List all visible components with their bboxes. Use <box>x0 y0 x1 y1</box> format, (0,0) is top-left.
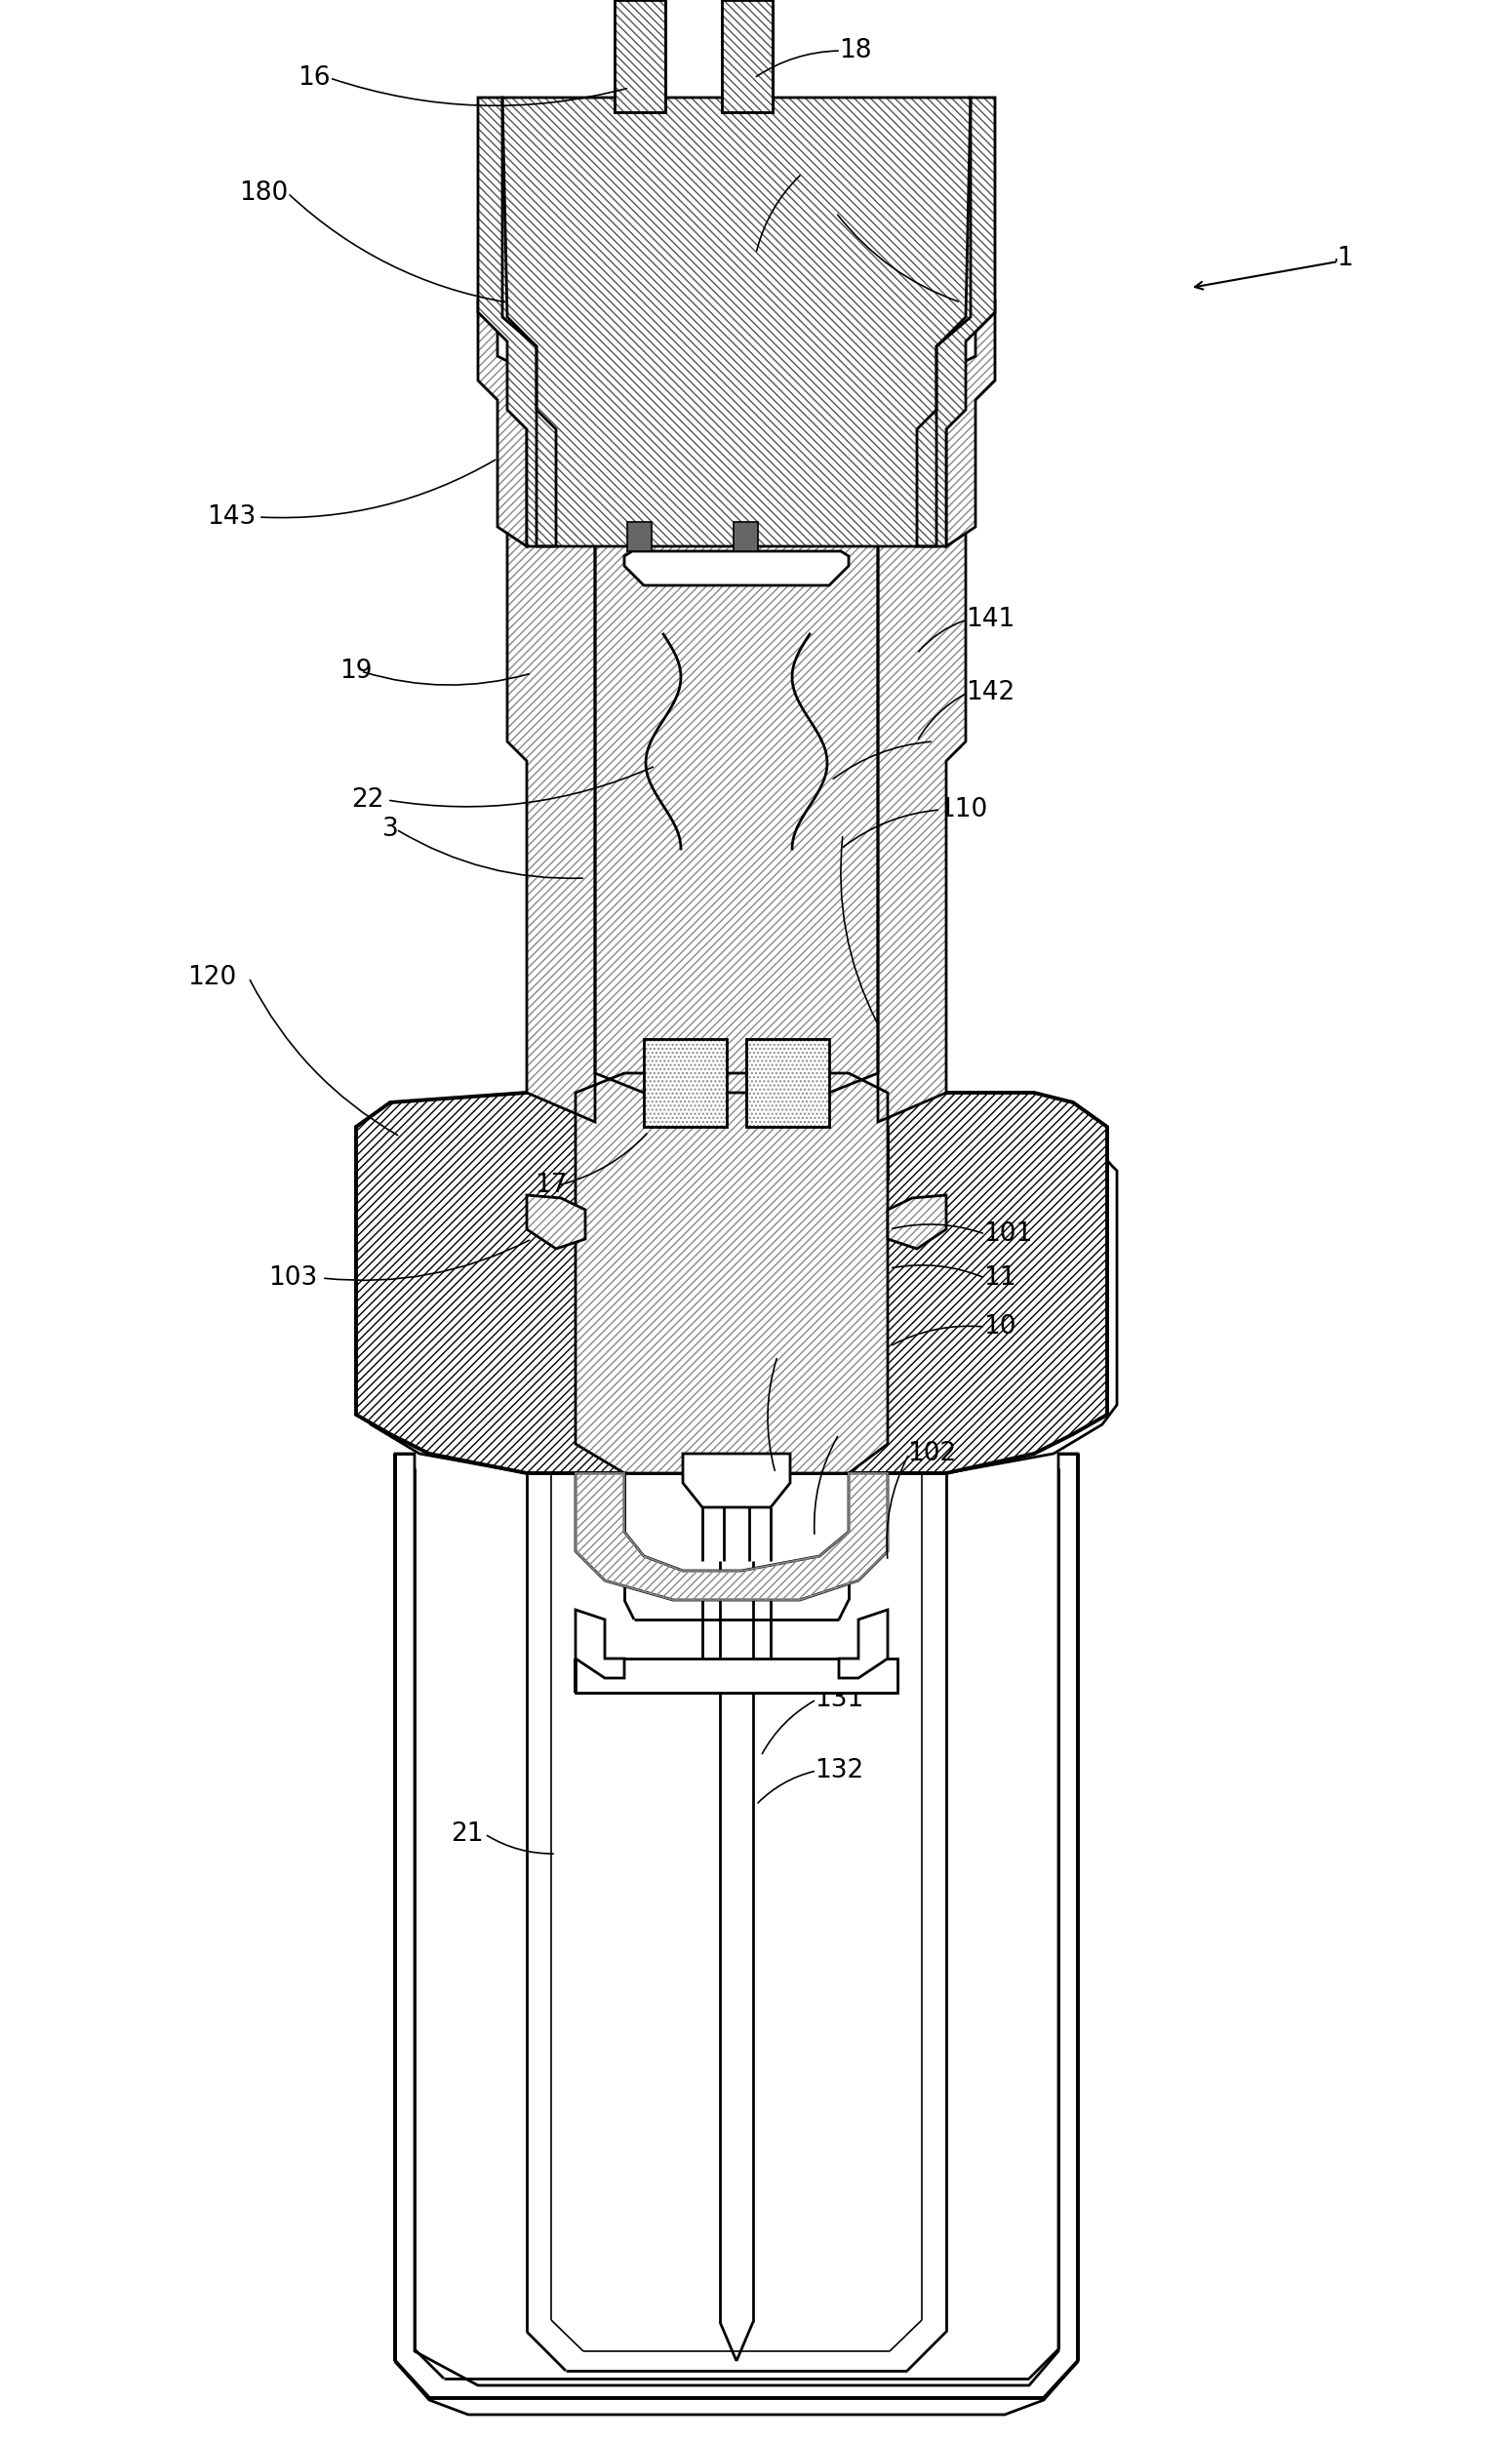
Polygon shape <box>478 303 526 547</box>
Text: 103: 103 <box>268 1266 318 1291</box>
Polygon shape <box>947 303 995 547</box>
Text: 22: 22 <box>351 788 384 813</box>
Bar <box>747 1039 829 1127</box>
Bar <box>747 1039 829 1127</box>
Text: 18: 18 <box>839 39 871 63</box>
Text: 120: 120 <box>187 964 236 991</box>
Polygon shape <box>614 0 665 112</box>
Text: 16: 16 <box>298 66 330 90</box>
Polygon shape <box>878 361 966 1122</box>
Polygon shape <box>839 1610 888 1679</box>
Polygon shape <box>947 1127 1117 1474</box>
Text: 141: 141 <box>966 608 1015 632</box>
Text: 110: 110 <box>939 798 987 822</box>
Polygon shape <box>502 98 971 547</box>
Polygon shape <box>916 98 995 547</box>
Text: 180: 180 <box>239 181 287 205</box>
Text: 21: 21 <box>451 1823 484 1847</box>
Polygon shape <box>395 1454 1078 2416</box>
Polygon shape <box>355 1127 526 1474</box>
Text: 143: 143 <box>207 505 256 529</box>
Polygon shape <box>721 0 773 112</box>
Text: 4: 4 <box>776 1344 792 1369</box>
Text: 131: 131 <box>815 1686 863 1713</box>
Text: 3: 3 <box>841 822 857 847</box>
Bar <box>644 1039 727 1127</box>
Polygon shape <box>624 551 848 586</box>
Text: 2: 2 <box>838 1423 853 1447</box>
Polygon shape <box>888 1196 947 1249</box>
Polygon shape <box>478 98 556 547</box>
Text: 1: 1 <box>1337 246 1353 271</box>
Text: 19: 19 <box>340 659 372 683</box>
Polygon shape <box>683 1454 791 1508</box>
Bar <box>733 522 758 551</box>
Polygon shape <box>507 361 596 1122</box>
Text: 102: 102 <box>907 1442 956 1466</box>
Bar <box>627 522 652 551</box>
Bar <box>721 0 773 112</box>
Polygon shape <box>355 1093 1107 1474</box>
Bar <box>614 0 665 112</box>
Bar <box>576 1659 898 1693</box>
Text: 180: 180 <box>835 200 883 224</box>
Text: 3: 3 <box>383 817 399 842</box>
Polygon shape <box>576 1074 888 1474</box>
Polygon shape <box>526 1196 585 1249</box>
Text: 11: 11 <box>983 1266 1016 1291</box>
Text: 16: 16 <box>800 161 833 185</box>
Text: 12: 12 <box>931 730 965 754</box>
Bar <box>644 1039 727 1127</box>
Polygon shape <box>576 1474 888 1601</box>
Polygon shape <box>596 498 878 1093</box>
Text: 10: 10 <box>983 1315 1016 1340</box>
Text: 142: 142 <box>966 681 1015 705</box>
Text: 101: 101 <box>983 1222 1033 1247</box>
Text: 17: 17 <box>535 1174 567 1198</box>
Polygon shape <box>576 1610 624 1679</box>
Text: 132: 132 <box>815 1759 863 1784</box>
